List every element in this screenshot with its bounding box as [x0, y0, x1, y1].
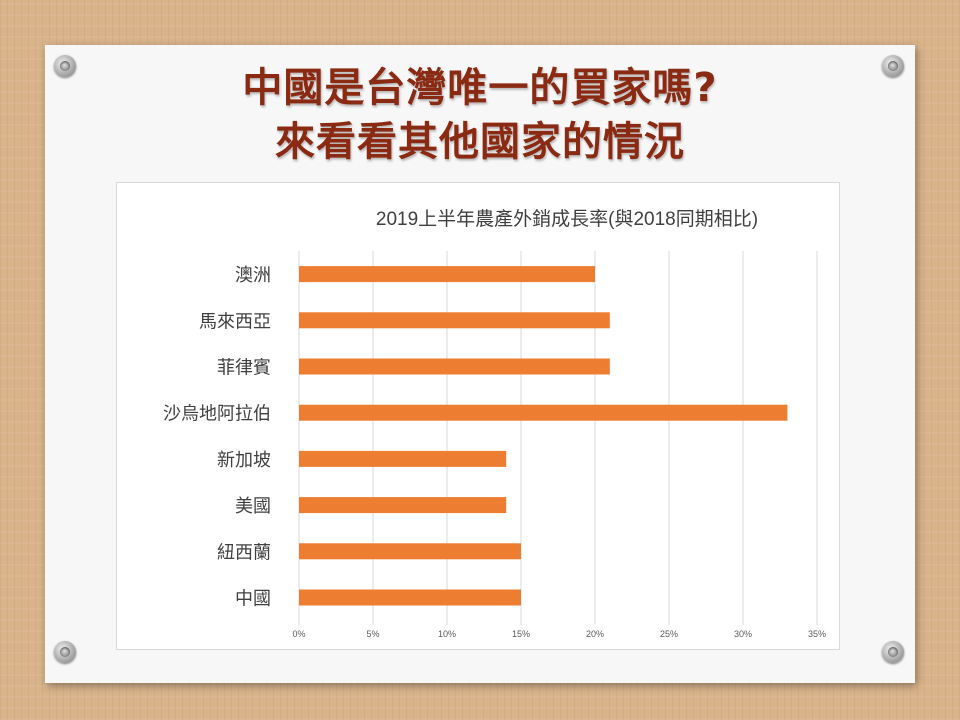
- bar: [299, 266, 595, 283]
- category-label: 美國: [235, 496, 271, 517]
- bar: [299, 404, 788, 421]
- bar: [299, 589, 521, 606]
- chart-title: 2019上半年農產外銷成長率(與2018同期相比): [376, 208, 758, 230]
- gridlines: [298, 251, 818, 625]
- x-tick-label: 20%: [586, 629, 604, 639]
- bar: [299, 358, 610, 375]
- bar-chart: 2019上半年農產外銷成長率(與2018同期相比) 澳洲馬來西亞菲律賓沙烏地阿拉…: [163, 208, 826, 639]
- x-tick-label: 35%: [808, 629, 826, 639]
- bar: [299, 450, 507, 467]
- rivet-top-right-icon: [882, 55, 904, 77]
- bar: [299, 497, 507, 514]
- slide-title-line1: 中國是台灣唯一的買家嗎?: [242, 65, 718, 111]
- bar: [299, 543, 521, 560]
- category-label: 紐西蘭: [217, 542, 271, 563]
- category-label: 馬來西亞: [199, 311, 271, 332]
- x-tick-labels: 0% 5% 10% 15% 20% 25% 30% 35%: [292, 629, 826, 639]
- x-tick-label: 5%: [366, 629, 379, 639]
- category-label: 新加坡: [217, 450, 271, 471]
- rivet-top-left-icon: [54, 55, 76, 77]
- x-tick-label: 30%: [734, 629, 752, 639]
- x-tick-label: 25%: [660, 629, 678, 639]
- category-label: 澳洲: [235, 265, 271, 286]
- slide-title-line2: 來看看其他國家的情況: [275, 119, 685, 165]
- rivet-bottom-right-icon: [882, 641, 904, 663]
- category-label: 中國: [235, 589, 271, 610]
- x-tick-label: 15%: [512, 629, 530, 639]
- x-tick-label: 0%: [292, 629, 305, 639]
- bars: [299, 266, 788, 606]
- rivet-bottom-left-icon: [54, 641, 76, 663]
- category-label: 菲律賓: [217, 358, 271, 379]
- bar: [299, 312, 610, 329]
- category-label: 沙烏地阿拉伯: [163, 404, 271, 425]
- x-tick-label: 10%: [438, 629, 456, 639]
- chart-area: 2019上半年農產外銷成長率(與2018同期相比) 澳洲馬來西亞菲律賓沙烏地阿拉…: [116, 182, 840, 650]
